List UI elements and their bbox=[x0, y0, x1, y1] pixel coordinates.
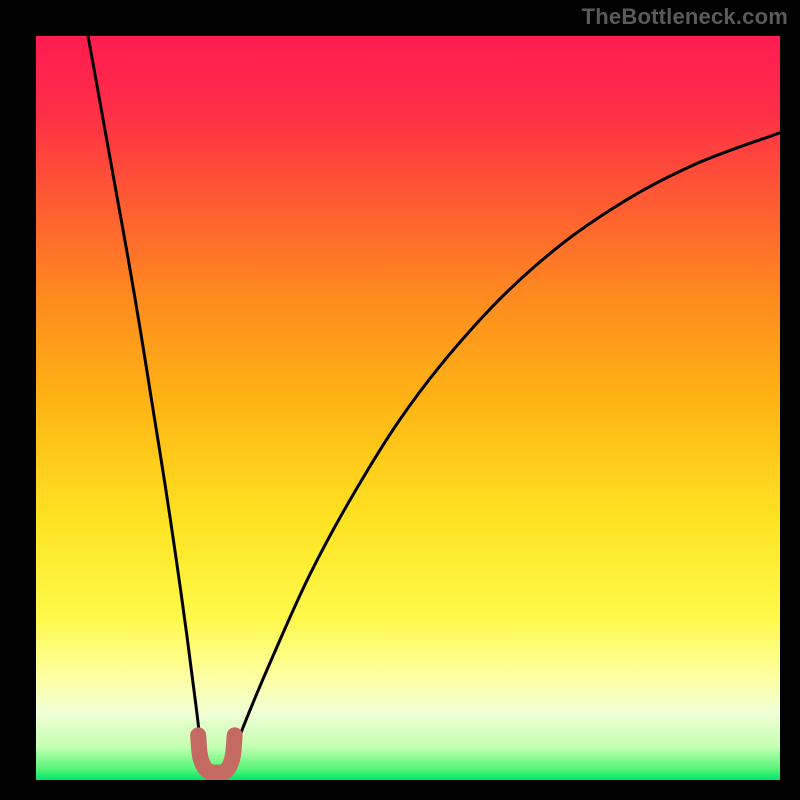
chart-root: { "watermark": { "text": "TheBottleneck.… bbox=[0, 0, 800, 800]
watermark-text: TheBottleneck.com bbox=[582, 4, 788, 30]
chart-svg bbox=[36, 36, 780, 780]
plot-area bbox=[36, 36, 780, 780]
